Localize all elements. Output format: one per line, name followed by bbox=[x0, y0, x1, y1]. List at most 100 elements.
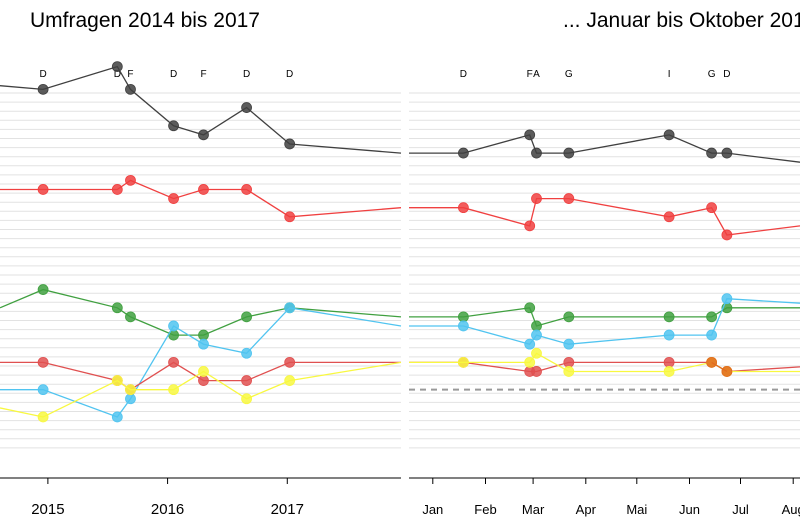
series-line bbox=[0, 288, 402, 336]
data-point bbox=[111, 302, 123, 314]
data-point bbox=[37, 384, 49, 396]
data-point bbox=[563, 356, 575, 368]
data-point bbox=[524, 338, 536, 350]
data-point bbox=[37, 284, 49, 295]
x-tick-label: Mar bbox=[522, 502, 545, 517]
data-point bbox=[531, 366, 542, 377]
data-point bbox=[37, 83, 49, 95]
data-point bbox=[198, 329, 209, 341]
data-point bbox=[37, 356, 49, 368]
data-point bbox=[457, 311, 469, 323]
x-tick-label: Jun bbox=[679, 502, 700, 517]
data-point bbox=[198, 375, 209, 386]
data-point bbox=[111, 375, 123, 386]
data-point bbox=[721, 229, 733, 241]
poll-annotation: I bbox=[668, 69, 671, 80]
data-point bbox=[524, 220, 536, 232]
data-point bbox=[241, 393, 252, 405]
x-tick-label: Jul bbox=[732, 502, 749, 517]
series-1 bbox=[409, 129, 800, 163]
poll-annotation: F bbox=[527, 69, 533, 80]
data-point bbox=[37, 184, 49, 195]
data-point bbox=[125, 311, 136, 323]
data-point bbox=[706, 356, 717, 368]
poll-annotation: A bbox=[533, 69, 540, 80]
data-point bbox=[531, 329, 542, 341]
data-point bbox=[721, 366, 733, 377]
data-point bbox=[524, 356, 536, 368]
right-panel: JanFebMarAprMaiJunJulAugDFAGIGD bbox=[409, 69, 800, 517]
data-point bbox=[721, 293, 733, 305]
x-tick-label: Aug bbox=[782, 502, 800, 517]
data-point bbox=[125, 174, 136, 186]
poll-annotation: D bbox=[114, 69, 121, 80]
data-point bbox=[663, 129, 675, 141]
data-point bbox=[531, 193, 542, 204]
series-7 bbox=[706, 356, 733, 377]
data-point bbox=[524, 129, 536, 141]
poll-annotation: F bbox=[200, 69, 206, 80]
data-point bbox=[111, 411, 123, 423]
poll-annotation: F bbox=[127, 69, 133, 80]
data-point bbox=[111, 61, 123, 73]
data-point bbox=[241, 311, 252, 323]
data-point bbox=[531, 347, 542, 359]
series-1 bbox=[0, 61, 402, 154]
data-point bbox=[706, 202, 717, 214]
data-point bbox=[563, 311, 575, 323]
poll-annotation: D bbox=[460, 69, 467, 80]
data-point bbox=[563, 338, 575, 350]
data-point bbox=[168, 193, 179, 204]
poll-annotation: D bbox=[170, 69, 177, 80]
data-point bbox=[284, 211, 296, 223]
data-point bbox=[168, 320, 179, 332]
data-point bbox=[111, 184, 123, 195]
data-point bbox=[284, 375, 296, 386]
data-point bbox=[168, 384, 179, 396]
series-3 bbox=[0, 284, 402, 341]
poll-annotation: D bbox=[243, 69, 250, 80]
data-point bbox=[198, 184, 209, 195]
data-point bbox=[198, 366, 209, 377]
series-line bbox=[409, 298, 800, 345]
poll-annotation: G bbox=[565, 69, 573, 80]
data-point bbox=[241, 184, 252, 195]
data-point bbox=[241, 102, 252, 113]
x-tick-label: 2015 bbox=[31, 501, 64, 518]
poll-annotation: G bbox=[708, 69, 716, 80]
data-point bbox=[37, 411, 49, 423]
x-tick-label: Jan bbox=[422, 502, 443, 517]
data-point bbox=[663, 356, 675, 368]
right-chart-title: ... Januar bis Oktober 2018 bbox=[563, 9, 800, 32]
data-point bbox=[563, 193, 575, 204]
series-6 bbox=[0, 361, 402, 423]
data-point bbox=[284, 356, 296, 368]
x-tick-label: Mai bbox=[626, 502, 647, 517]
series-2 bbox=[409, 193, 800, 241]
data-point bbox=[524, 302, 536, 314]
data-point bbox=[563, 366, 575, 377]
series-5 bbox=[0, 356, 401, 396]
right-gridlines bbox=[409, 92, 800, 449]
data-point bbox=[531, 320, 542, 332]
series-4 bbox=[0, 302, 402, 423]
poll-annotation: D bbox=[723, 69, 730, 80]
data-point bbox=[457, 202, 469, 214]
left-chart-title: Umfragen 2014 bis 2017 bbox=[30, 9, 260, 32]
data-point bbox=[241, 375, 252, 386]
data-point bbox=[663, 211, 675, 223]
x-tick-label: Apr bbox=[576, 502, 597, 517]
data-point bbox=[706, 147, 717, 159]
x-tick-label: 2017 bbox=[271, 501, 304, 518]
data-point bbox=[531, 147, 542, 159]
data-point bbox=[457, 147, 469, 159]
left-gridlines bbox=[0, 92, 401, 449]
data-point bbox=[663, 329, 675, 341]
data-point bbox=[198, 129, 209, 141]
series-2 bbox=[0, 174, 402, 223]
data-point bbox=[721, 147, 733, 159]
data-point bbox=[198, 338, 209, 350]
data-point bbox=[125, 393, 136, 405]
